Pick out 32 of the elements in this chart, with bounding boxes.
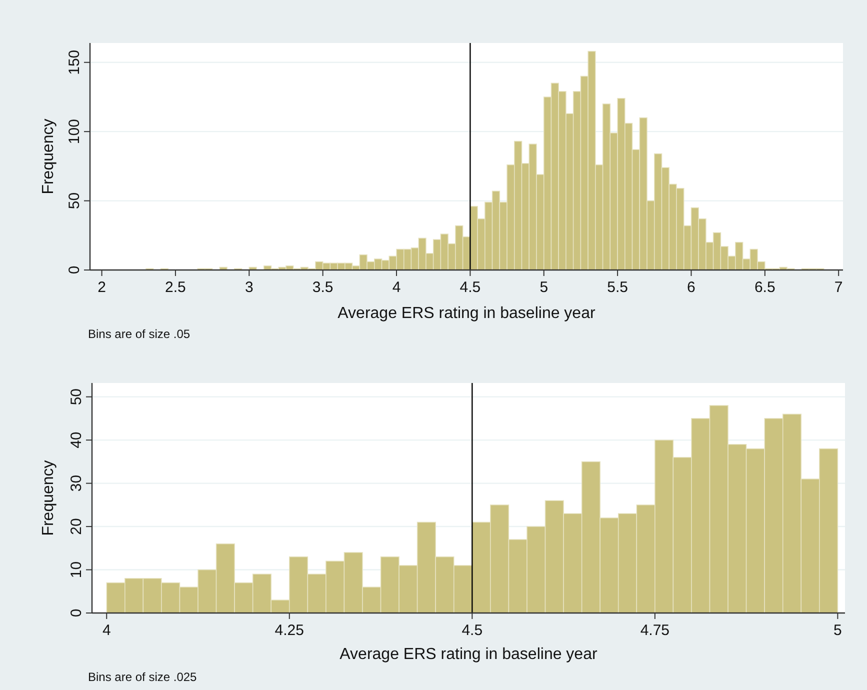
y-axis-title: Frequency xyxy=(40,460,57,536)
x-tick-label: 2 xyxy=(98,279,106,296)
x-tick-label: 3.5 xyxy=(312,279,334,296)
text: Bins are of size .05 xyxy=(88,327,190,341)
x-axis-title: Average ERS rating in baseline year xyxy=(340,646,598,663)
y-tick-label: 40 xyxy=(68,432,85,448)
y-tick-label: 100 xyxy=(66,119,83,144)
x-tick-label: 6.5 xyxy=(754,279,776,296)
y-tick-label: 30 xyxy=(68,474,85,492)
x-tick-label: 5 xyxy=(540,279,548,296)
x-tick-label: 6 xyxy=(687,279,696,296)
x-tick-label: 2.5 xyxy=(165,279,186,296)
x-tick-label: 4.5 xyxy=(460,279,481,296)
x-tick-label: 5.5 xyxy=(607,279,628,296)
y-tick-label: 0 xyxy=(68,608,85,618)
x-tick-label: 4.75 xyxy=(640,622,670,639)
y-tick-label: 50 xyxy=(66,192,83,210)
x-tick-label: 4.5 xyxy=(462,622,483,639)
x-tick-label: 4.25 xyxy=(274,622,304,639)
x-tick-label: 3 xyxy=(244,279,254,296)
y-tick-label: 10 xyxy=(68,561,85,578)
y-tick-label: 150 xyxy=(66,50,83,75)
y-axis-title: Frequency xyxy=(40,118,57,194)
x-tick-label: 4 xyxy=(392,279,401,296)
text: Bins are of size .025 xyxy=(88,670,198,684)
y-tick-label: 20 xyxy=(68,518,85,535)
x-tick-label: 7 xyxy=(834,279,843,296)
x-axis-title: Average ERS rating in baseline year xyxy=(338,305,596,322)
x-tick-label: 5 xyxy=(834,622,842,639)
y-tick-label: 50 xyxy=(68,388,85,406)
y-tick-label: 0 xyxy=(66,266,83,274)
x-tick-label: 4 xyxy=(102,622,111,639)
